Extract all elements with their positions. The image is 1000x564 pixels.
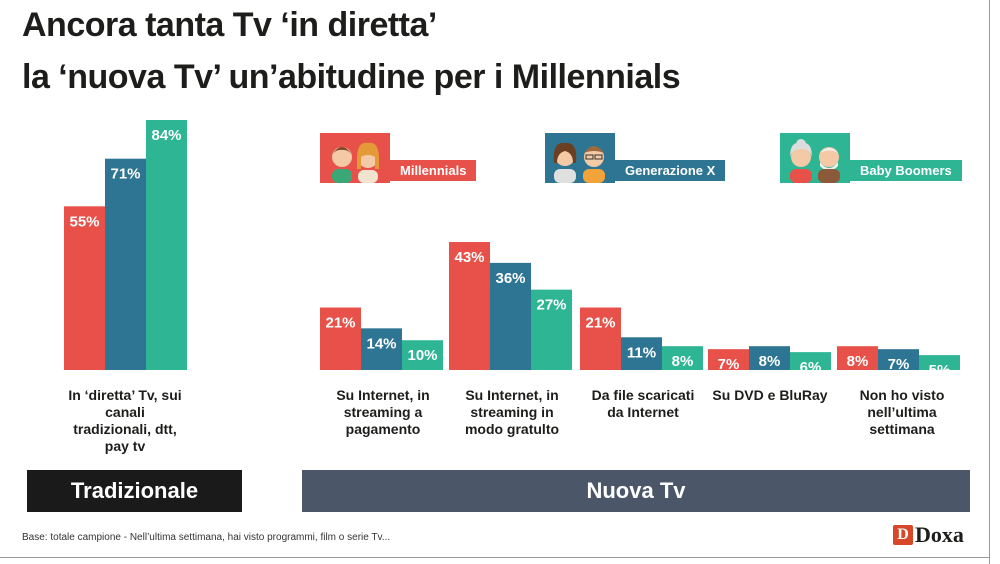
category-label-line: streaming in	[470, 404, 554, 420]
category-label-line: da Internet	[607, 404, 679, 420]
category-label-line: Da file scaricati	[591, 387, 695, 403]
bar-baby-boomers-1	[402, 340, 443, 370]
doxa-logo: D Doxa	[893, 522, 964, 548]
category-label-line: Su Internet, in	[465, 387, 559, 403]
section-tradizionale: Tradizionale	[27, 470, 242, 512]
data-label-baby-boomers-1: 10%	[407, 347, 437, 364]
category-label-line: Su Internet, in	[336, 387, 430, 403]
data-label-generazione-x-3: 11%	[627, 344, 656, 361]
legend-item-millennials: Millennials	[320, 133, 482, 183]
bar-baby-boomers-2	[531, 289, 572, 370]
legend-item-generazione-x: Generazione X	[545, 133, 740, 183]
bar-generazione-x-5	[878, 349, 919, 370]
doxa-logo-text: Doxa	[915, 522, 964, 547]
millennials-icon	[320, 133, 390, 183]
category-label-line: nell’ultima	[867, 404, 937, 420]
data-label-baby-boomers-4: 6%	[800, 359, 822, 376]
category-label-line: pay tv	[104, 438, 146, 454]
bar-generazione-x-3	[621, 337, 662, 370]
legend-label-millennials: Millennials	[390, 160, 477, 181]
data-label-millennials-1: 21%	[325, 315, 355, 332]
legend-item-baby-boomers: Baby Boomers	[780, 133, 970, 183]
bar-baby-boomers-5	[919, 355, 960, 370]
category-label-line: Su DVD e BluRay	[712, 387, 828, 403]
bar-generazione-x-4	[749, 346, 790, 370]
chart-title-line-1: Ancora tanta Tv ‘in diretta’	[22, 6, 437, 44]
data-label-baby-boomers-3: 8%	[672, 353, 694, 370]
frame-edge-right	[989, 0, 990, 564]
footnote: Base: totale campione - Nell’ultima sett…	[22, 532, 391, 543]
bar-generazione-x-2	[490, 262, 531, 370]
category-label-diretta-tv: In ‘diretta’ Tv, sui canali tradizionali…	[50, 387, 200, 455]
chart-title-line-2: la ‘nuova Tv’ un’abitudine per i Millenn…	[22, 58, 681, 96]
category-label-non-visto: Non ho visto nell’ultima settimana	[837, 387, 967, 438]
category-label-line: streaming a	[343, 404, 423, 420]
legend-label-generazione-x: Generazione X	[615, 160, 726, 181]
bar-millennials-2	[449, 242, 490, 370]
bar-millennials-5	[837, 346, 878, 370]
category-label-streaming-gratuito: Su Internet, in streaming in modo gratul…	[442, 387, 582, 438]
data-label-baby-boomers-2: 27%	[536, 297, 566, 314]
category-label-file-scaricati: Da file scaricati da Internet	[573, 387, 713, 421]
bar-baby-boomers-3	[662, 346, 703, 370]
data-label-generazione-x-2: 36%	[495, 270, 525, 287]
data-label-millennials-5: 8%	[847, 353, 869, 370]
data-label-millennials-0: 55%	[69, 213, 99, 230]
data-label-generazione-x-4: 8%	[759, 353, 781, 370]
category-label-line: canali	[105, 404, 145, 420]
data-label-millennials-4: 7%	[718, 356, 740, 373]
data-label-baby-boomers-0: 84%	[151, 127, 181, 144]
category-label-dvd-bluray: Su DVD e BluRay	[700, 387, 840, 404]
bar-millennials-3	[580, 307, 621, 370]
data-label-millennials-2: 43%	[454, 249, 484, 266]
frame-edge-bottom	[0, 557, 990, 558]
category-label-line: In ‘diretta’ Tv, sui	[68, 387, 182, 403]
category-label-streaming-pagamento: Su Internet, in streaming a pagamento	[313, 387, 453, 438]
data-label-baby-boomers-5: 5%	[929, 362, 951, 379]
data-label-millennials-3: 21%	[585, 315, 615, 332]
data-label-generazione-x-1: 14%	[366, 335, 396, 352]
bar-generazione-x-0	[105, 158, 146, 370]
category-label-line: settimana	[869, 421, 935, 437]
category-label-line: Non ho visto	[859, 387, 945, 403]
generazione-x-icon	[545, 133, 615, 183]
bar-chart: 55% 21% 43% 21% 7% 8% 71% 14% 36% 11% 8% 7% 84% 10% 27…	[64, 120, 960, 379]
bar-millennials-4	[708, 349, 749, 370]
bar-millennials-0	[64, 206, 105, 370]
baby-boomers-icon	[780, 133, 850, 183]
legend-label-baby-boomers: Baby Boomers	[850, 160, 962, 181]
category-label-line: tradizionali, dtt,	[73, 421, 177, 437]
data-label-generazione-x-5: 7%	[888, 356, 910, 373]
bar-millennials-1	[320, 307, 361, 370]
doxa-logo-icon: D	[893, 525, 913, 545]
bar-generazione-x-1	[361, 328, 402, 370]
section-nuova-tv: Nuova Tv	[302, 470, 970, 512]
bar-baby-boomers-0	[146, 120, 187, 370]
data-label-generazione-x-0: 71%	[110, 166, 140, 183]
bar-baby-boomers-4	[790, 352, 831, 370]
category-label-line: pagamento	[345, 421, 421, 437]
category-label-line: modo gratulto	[464, 421, 560, 437]
